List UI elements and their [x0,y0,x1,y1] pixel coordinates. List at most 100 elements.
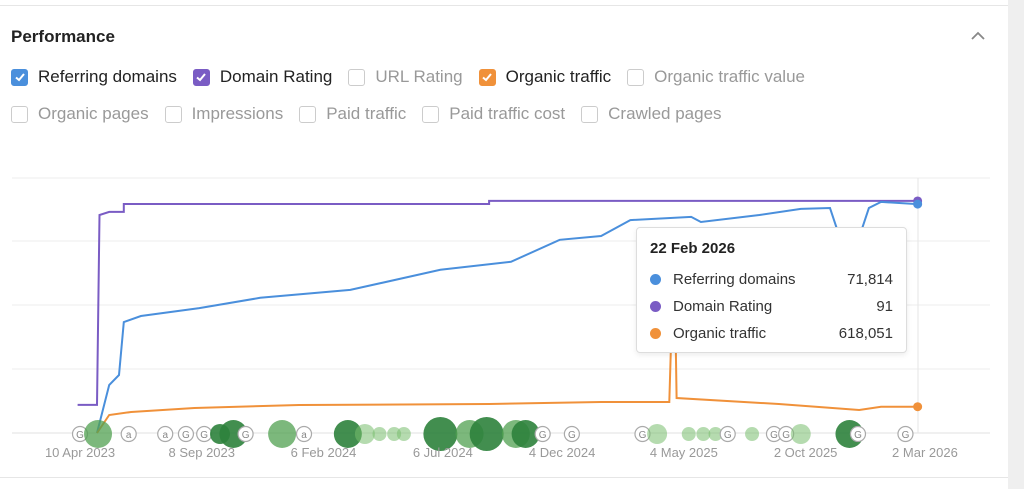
checkbox-label: Organic traffic value [654,67,805,86]
update-bubble[interactable] [681,427,696,441]
tooltip-date: 22 Feb 2026 [650,240,736,257]
x-tick-label: 4 May 2025 [650,445,718,460]
top-divider [0,5,1008,6]
google-update-icon[interactable]: G [897,425,914,443]
update-bubble[interactable] [696,427,711,441]
update-bubble[interactable] [372,427,387,441]
x-tick-label: 6 Feb 2024 [291,445,357,460]
tooltip-label: Organic traffic [673,325,767,342]
checkbox-organic-pages[interactable]: Organic pages [11,104,149,124]
ahrefs-update-icon[interactable]: a [157,425,174,443]
update-bubble[interactable] [469,417,504,451]
update-bubble[interactable] [790,424,811,444]
ahrefs-update-icon[interactable]: a [120,425,137,443]
tooltip-row: Organic traffic 618,051 [650,320,893,347]
scrollbar-track[interactable] [1008,0,1024,489]
annotation-letter: G [76,430,84,441]
update-bubble[interactable] [387,427,402,441]
checkbox-label: Organic pages [38,104,149,123]
google-update-icon[interactable]: G [196,425,213,443]
update-bubble[interactable] [745,427,760,441]
update-bubble[interactable] [354,424,375,444]
annotation-letter: G [200,430,208,441]
annotation-letter: G [770,430,778,441]
checkbox-url-rating[interactable]: URL Rating [348,67,463,87]
series-line-domain-rating [77,199,918,406]
x-tick-label: 6 Jul 2024 [413,445,473,460]
checkbox-label: Crawled pages [608,104,722,123]
google-update-icon[interactable]: G [534,425,551,443]
checkbox-label: Referring domains [38,67,177,86]
checkbox-label: Domain Rating [219,67,333,86]
checkbox-unchecked-icon [581,105,599,123]
section-title: Performance [11,27,115,46]
checkbox-crawled-pages[interactable]: Crawled pages [581,104,722,124]
checkbox-unchecked-icon [348,68,366,86]
metric-checkboxes-row-2: Organic pages Impressions Paid traffic Paid… [11,104,738,124]
series-dot-icon [650,301,661,312]
tooltip-value: 91 [876,298,893,315]
tooltip-value: 71,814 [847,271,893,288]
series-dot-icon [650,328,661,339]
metric-checkboxes-row-1: Referring domains Domain Rating URL Rating… [11,67,821,87]
tooltip-label: Referring domains [673,271,796,288]
tooltip-row: Referring domains 71,814 [650,266,893,293]
google-update-icon[interactable]: G [237,425,254,443]
update-bubble[interactable] [84,420,113,448]
checkbox-organic-traffic-value[interactable]: Organic traffic value [627,67,805,87]
update-bubble[interactable] [333,420,362,448]
annotation-letter: G [182,430,190,441]
google-update-icon[interactable]: G [719,425,736,443]
bottom-divider [0,477,1008,478]
checkbox-paid-traffic[interactable]: Paid traffic [299,104,406,124]
checkbox-unchecked-icon [164,105,182,123]
annotation-letter: G [854,430,862,441]
update-bubble[interactable] [219,420,248,448]
checkbox-unchecked-icon [627,68,645,86]
annotation-letter: G [568,430,576,441]
checkbox-unchecked-icon [299,105,317,123]
annotation-letter: G [724,430,732,441]
update-bubble[interactable] [423,417,458,451]
google-update-icon[interactable]: G [849,425,867,443]
annotation-letter: G [242,430,250,441]
tooltip-label: Domain Rating [673,298,773,315]
annotation-letter: G [902,430,910,441]
checkbox-checked-icon [11,68,28,86]
series-line-organic-traffic [96,239,918,434]
series-end-marker [913,402,923,412]
checkbox-label: Paid traffic [326,104,407,123]
x-tick-label: 2 Oct 2025 [774,445,838,460]
annotation-letter: a [162,430,168,441]
x-tick-label: 8 Sep 2023 [168,445,235,460]
checkbox-checked-icon [192,68,210,86]
update-bubble[interactable] [708,427,723,441]
checkbox-paid-traffic-cost[interactable]: Paid traffic cost [422,104,565,124]
collapse-chevron-up-icon[interactable] [968,26,988,46]
checkbox-unchecked-icon [11,105,28,123]
checkbox-organic-traffic[interactable]: Organic traffic [478,67,611,87]
annotation-letter: G [782,430,790,441]
update-bubble[interactable] [647,424,668,444]
checkbox-impressions[interactable]: Impressions [164,104,283,124]
tooltip-value: 618,051 [838,325,893,342]
x-tick-label: 10 Apr 2023 [45,445,115,460]
series-end-marker [913,199,923,209]
google-update-icon[interactable]: G [563,425,580,443]
tooltip-row: Domain Rating 91 [650,293,893,320]
checkbox-label: Paid traffic cost [449,104,566,123]
annotation-letter: G [639,430,647,441]
x-tick-label: 2 Mar 2026 [892,445,958,460]
chart-tooltip: 22 Feb 2026 Referring domains 71,814 Domai… [636,227,907,353]
annotation-letter: a [301,430,307,441]
checkbox-unchecked-icon [422,105,440,123]
update-bubble[interactable] [268,420,297,448]
update-bubble[interactable] [511,420,540,448]
google-update-icon[interactable]: G [177,425,195,443]
ahrefs-update-icon[interactable]: a [295,425,313,443]
checkbox-label: URL Rating [375,67,463,86]
update-bubble[interactable] [396,427,411,441]
checkbox-referring-domains[interactable]: Referring domains [11,67,177,87]
checkbox-domain-rating[interactable]: Domain Rating [192,67,333,87]
